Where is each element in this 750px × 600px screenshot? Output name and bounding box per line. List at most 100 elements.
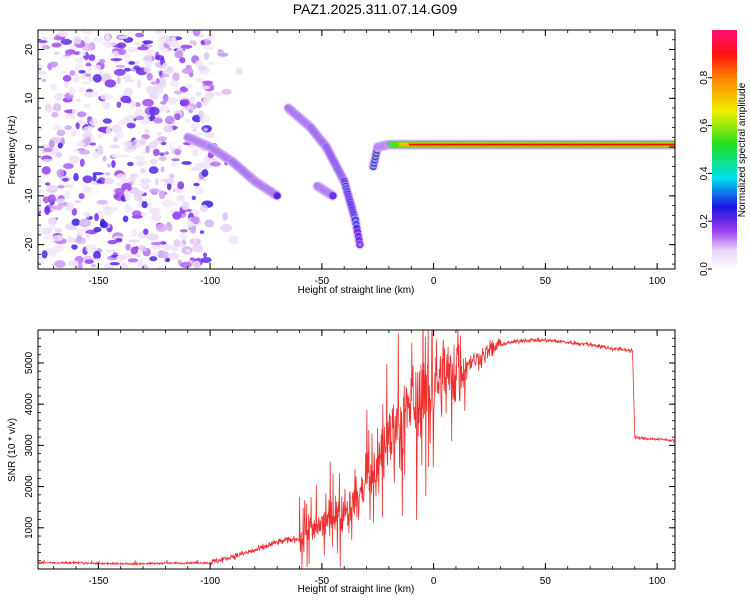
spectrogram-noise-blob [127,161,134,167]
spectrogram-noise-blob [179,229,188,233]
spectrogram-noise-blob [141,201,148,209]
spectrogram-noise-blob [161,63,167,70]
spectrogram-noise-blob [102,155,107,162]
spectrogram-noise-blob [202,46,214,50]
spectrogram-noise-blob [160,105,169,114]
spectrogram-noise-blob [184,118,192,124]
carrier-band-core [408,143,675,146]
spectrogram-noise-blob [48,140,55,149]
spectrogram-noise-blob [113,136,118,143]
spectrogram-frame [37,29,676,270]
spectrogram-noise-blob [180,44,193,49]
spectrogram-noise-blob [203,252,207,258]
colorbar-gradient [712,30,737,269]
spectrogram-noise-blob [87,116,92,122]
spectrogram-noise-blob [207,33,215,41]
spectrogram-noise-blob [116,76,121,85]
spectrogram-marks [38,30,675,269]
x-tick-label: -50 [315,276,330,287]
spectrogram-noise-blob [140,137,146,146]
spectrogram-noise-blob [132,210,142,217]
spectrogram-noise-blob [43,147,53,153]
spectrogram-noise-blob [92,74,102,83]
spectrogram-noise-blob [193,260,201,269]
y-tick-label: 5000 [24,351,35,374]
spectrogram-noise-blob [137,183,149,187]
spectrogram-noise-blob [82,185,88,193]
snr-y-label: SNR (10 * v/v) [7,418,18,482]
spectrogram-noise-blob [96,199,109,205]
spectrogram-noise-blob [41,227,52,235]
spectrogram-noise-blob [116,101,122,108]
spectrogram-noise-blob [130,228,138,237]
spectrogram-noise-blob [63,163,74,170]
spectrogram-noise-blob [137,161,144,167]
spectrogram-noise-blob [114,187,126,194]
spectrogram-noise-blob [38,198,42,206]
spectrogram-noise-blob [185,83,193,89]
spectrogram-noise-blob [41,78,47,83]
spectrogram-noise-blob [165,258,171,262]
spectrogram-noise-blob [92,173,97,182]
spectrogram-noise-blob [82,80,91,85]
spectrogram-noise-blob [135,253,142,258]
spectrogram-noise-blob [200,161,212,170]
y-tick-label: 1000 [24,516,35,539]
snr-frame [37,329,676,570]
spectrogram-noise-blob [154,30,163,34]
spectrogram-noise-blob [222,212,228,221]
spectrogram-noise-blob [55,151,63,158]
spectrogram-noise-blob [63,190,71,200]
spectrogram-noise-blob [180,261,192,269]
spectrogram-noise-blob [124,204,132,213]
spectrogram-noise-blob [38,64,43,72]
spectrogram-noise-blob [174,50,184,59]
y-tick-label: 0 [24,144,35,150]
spectrogram-noise-blob [72,108,78,115]
colorbar-ticks: 0.0 0.2 0.4 0.6 0.8 [699,70,712,276]
snr-series-line [38,330,675,569]
spectrogram-noise-blob [125,74,131,79]
spectrogram-noise-blob [148,166,159,174]
spectrogram-noise-blob [89,91,100,97]
spectrogram-noise-blob [99,221,108,229]
colorbar-tick-label: 0.8 [699,70,710,84]
spectrogram-noise-blob [57,185,65,189]
spectrogram-noise-blob [189,96,196,104]
spectrogram-noise-blob [38,71,48,75]
spectrogram-noise-blob [104,177,115,185]
spectrogram-noise-blob [76,141,85,148]
spectrogram-noise-blob [69,225,78,231]
spectrogram-noise-blob [47,216,58,226]
spectrogram-noise-blob [133,42,145,46]
spectrogram-noise-blob [132,189,145,196]
spectrogram-noise-blob [148,188,160,193]
spectrogram-noise-blob [202,178,207,182]
spectrogram-noise-blob [42,44,51,50]
spectrogram-track-2 [283,103,365,250]
spectrogram-noise-blob [158,35,171,44]
spectrogram-noise-blob [83,126,93,133]
spectrogram-noise-blob [51,235,63,242]
spectrogram-noise-blob [109,144,121,149]
spectrogram-noise-blob [111,154,124,158]
spectrogram-noise-blob [192,237,198,244]
spectrogram-noise-blob [38,204,42,212]
spectrogram-noise-blob [71,244,78,250]
spectrogram-noise-blob [149,256,158,262]
x-tick-label: -100 [200,576,220,587]
spectrogram-noise-blob [104,33,111,41]
spectrogram-noise-blob [160,73,170,78]
spectrogram-noise-blob [135,115,145,121]
spectrogram-noise-blob [96,179,102,184]
y-tick-label: -20 [24,237,35,252]
spectrogram-noise-blob [159,47,169,52]
spectrogram-noise-blob [72,260,79,269]
spectrogram-noise-blob [90,264,97,268]
x-tick-label: -100 [200,276,220,287]
spectrogram-noise-blob [173,239,181,247]
spectrogram-noise-blob [81,30,94,35]
spectrogram-noise-blob [85,212,90,219]
